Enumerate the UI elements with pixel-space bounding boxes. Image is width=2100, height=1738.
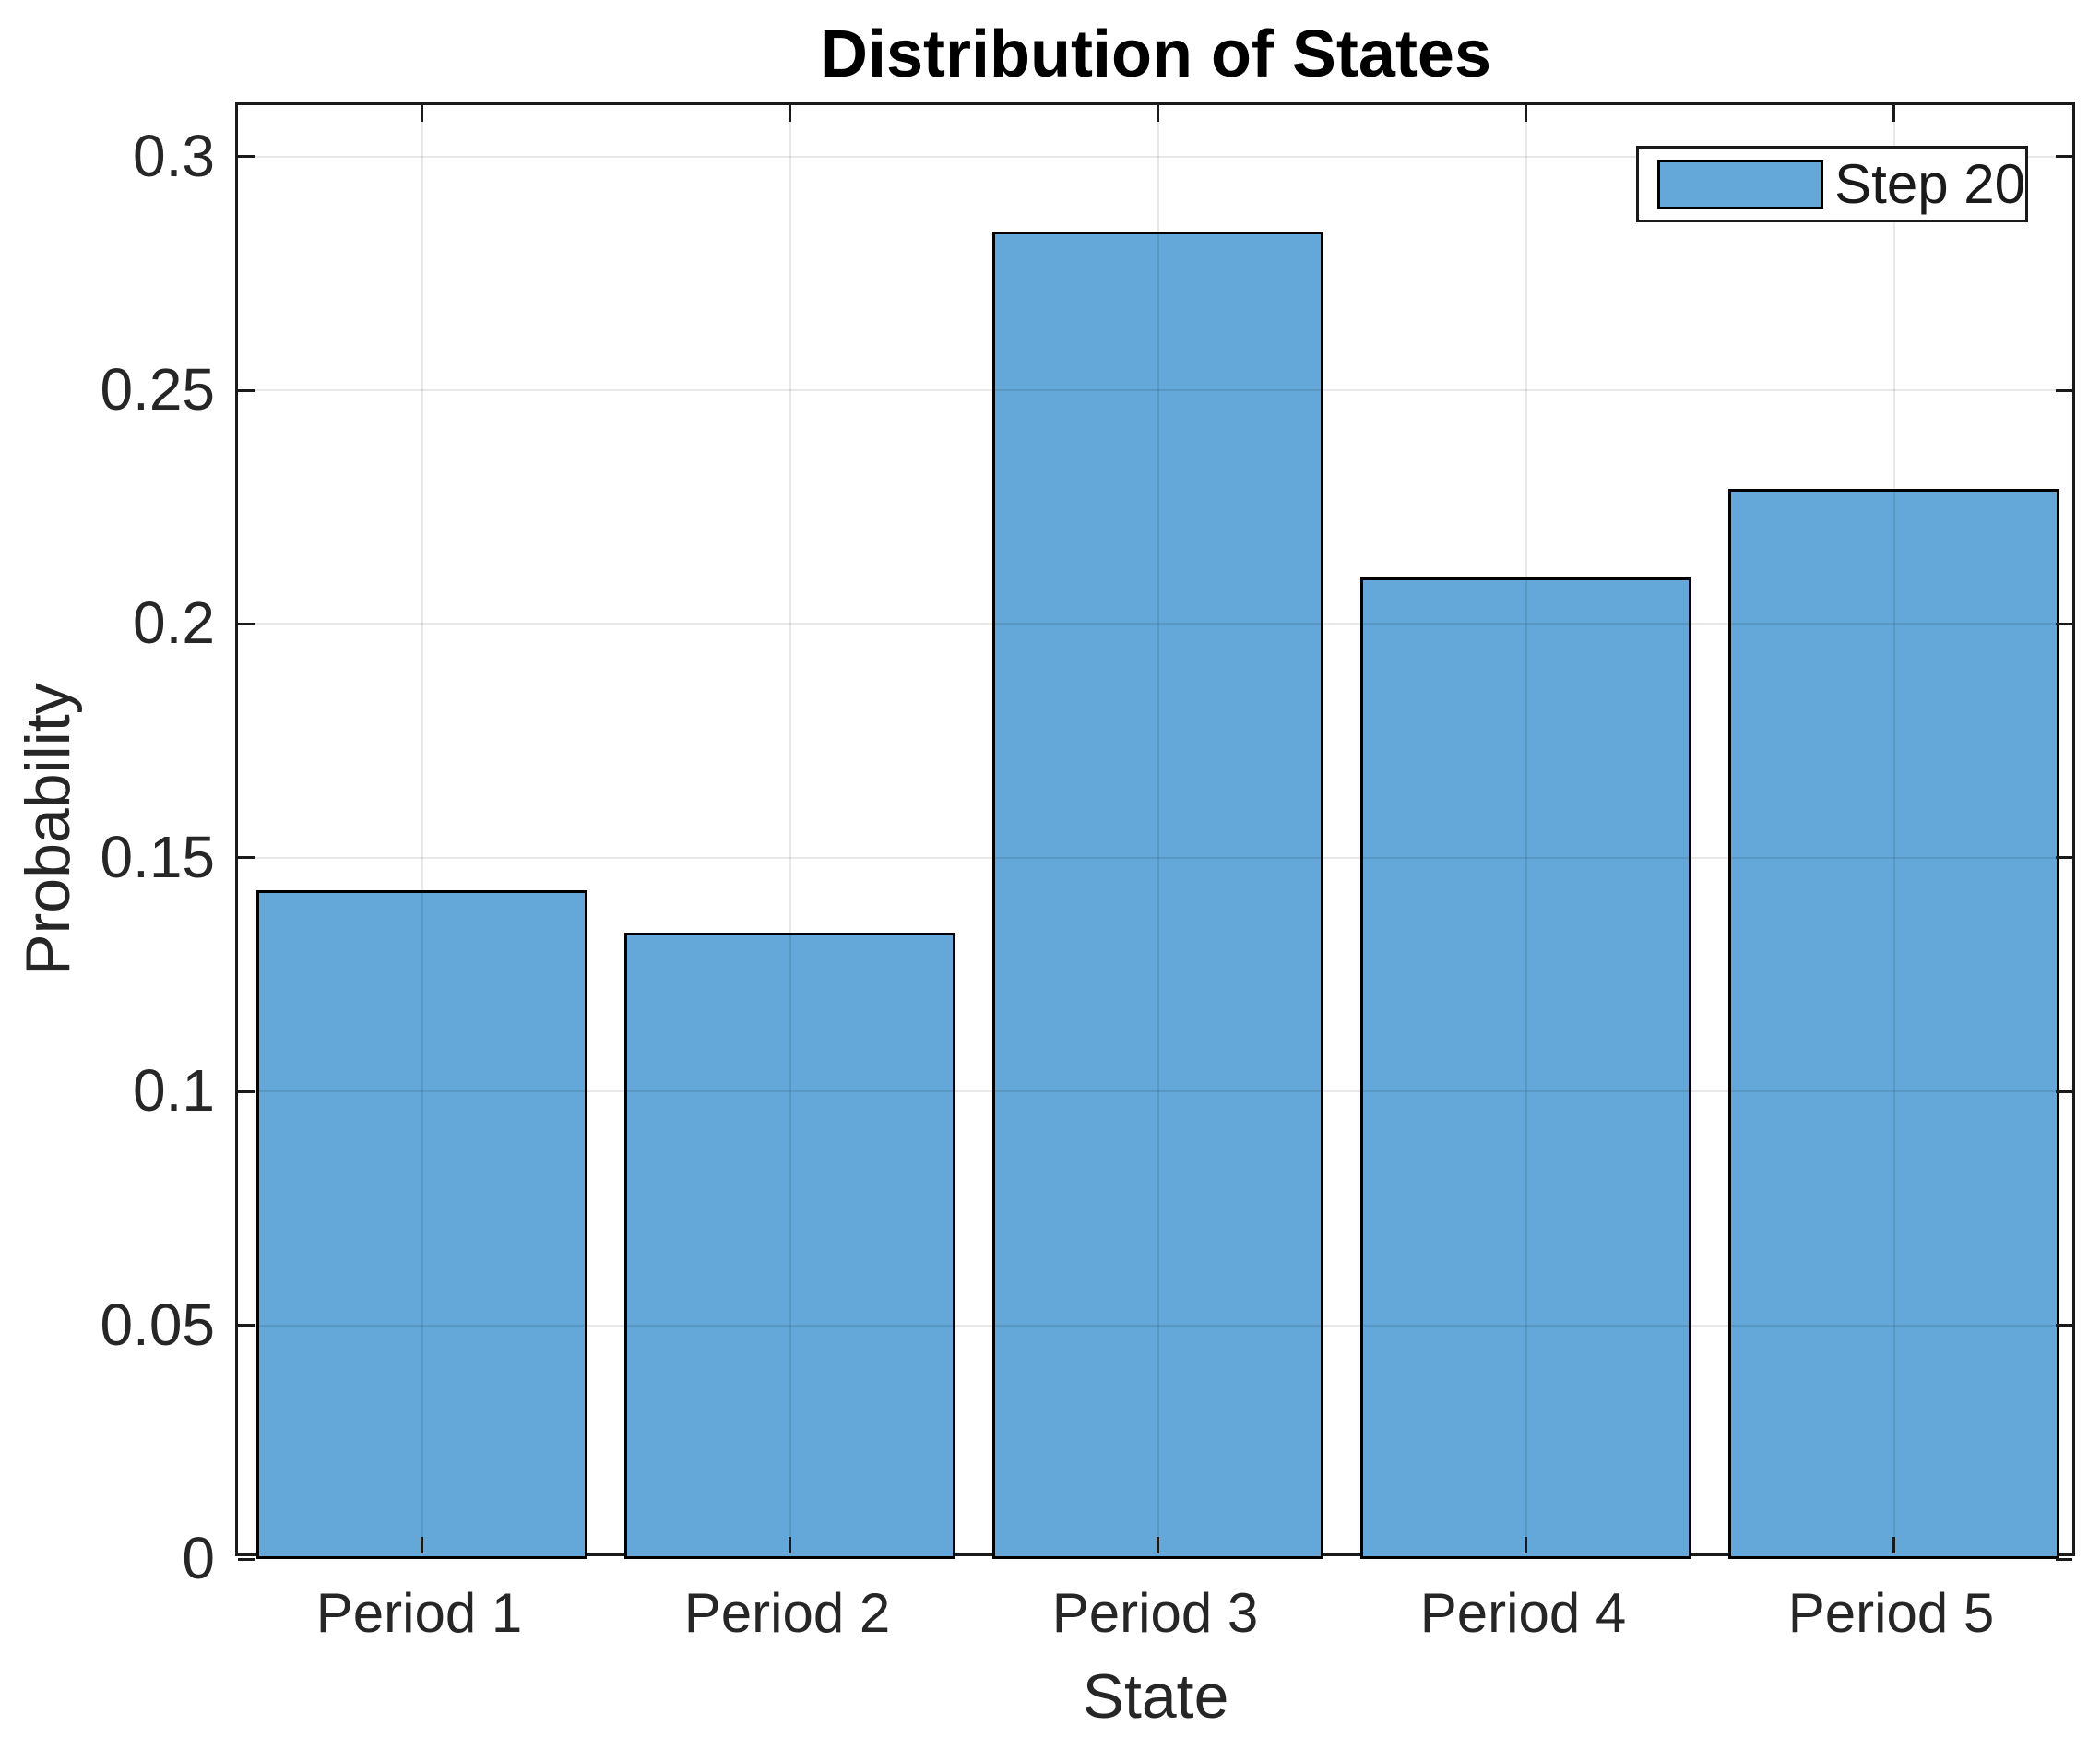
bar-period-1 <box>255 890 588 1559</box>
bar-period-2 <box>623 932 956 1559</box>
h-gridline <box>238 389 2072 392</box>
y-tick-label: 0.25 <box>100 356 215 423</box>
y-tick-mark <box>2056 1324 2072 1327</box>
y-tick-label: 0 <box>182 1525 215 1591</box>
y-tick-label: 0.15 <box>100 823 215 890</box>
chart-title: Distribution of States <box>819 18 1492 91</box>
x-tick-mark <box>1525 1537 1527 1553</box>
y-tick-mark <box>2056 1089 2072 1093</box>
y-tick-label: 0.05 <box>100 1291 215 1358</box>
y-tick-mark <box>2056 1557 2072 1561</box>
x-tick-label: Period 5 <box>1787 1582 1995 1644</box>
y-tick-mark <box>238 1089 255 1093</box>
x-tick-mark <box>1892 1537 1895 1553</box>
y-tick-mark <box>2056 155 2072 159</box>
y-tick-label: 0.3 <box>133 122 215 189</box>
x-axis-label: State <box>1082 1661 1229 1732</box>
legend-swatch-icon <box>1657 159 1824 209</box>
y-tick-mark <box>238 155 255 159</box>
x-tick-mark <box>789 105 791 122</box>
y-tick-mark <box>238 622 255 625</box>
y-tick-mark <box>238 856 255 860</box>
v-gridline <box>1525 105 1527 1553</box>
v-gridline <box>1157 105 1159 1553</box>
x-tick-label: Period 2 <box>683 1582 891 1644</box>
bar-period-3 <box>991 231 1324 1559</box>
x-tick-mark <box>421 1537 423 1553</box>
y-tick-mark <box>2056 622 2072 625</box>
x-tick-mark <box>421 105 423 122</box>
y-tick-label: 0.1 <box>133 1057 215 1125</box>
x-tick-mark <box>1525 105 1527 122</box>
y-tick-mark <box>238 388 255 392</box>
x-tick-label: Period 3 <box>1051 1582 1259 1644</box>
h-gridline <box>238 623 2072 625</box>
y-tick-mark <box>238 1324 255 1327</box>
h-gridline <box>238 856 2072 859</box>
x-tick-label: Period 1 <box>315 1582 523 1644</box>
legend-label: Step 20 <box>1834 153 2025 215</box>
h-gridline <box>238 1090 2072 1093</box>
x-tick-mark <box>1157 105 1159 122</box>
y-tick-mark <box>238 1557 255 1561</box>
x-tick-label: Period 4 <box>1419 1582 1627 1644</box>
bar-period-5 <box>1727 488 2060 1559</box>
h-gridline <box>238 1324 2072 1327</box>
y-tick-label: 0.2 <box>133 589 215 657</box>
y-tick-mark <box>2056 856 2072 860</box>
h-gridline <box>238 155 2072 158</box>
y-tick-mark <box>2056 388 2072 392</box>
x-tick-mark <box>789 1537 791 1553</box>
v-gridline <box>421 105 423 1553</box>
legend: Step 20 <box>1636 146 2028 222</box>
v-gridline <box>1892 105 1895 1553</box>
x-tick-mark <box>1157 1537 1159 1553</box>
plot-area: Step 20 <box>235 102 2075 1561</box>
v-gridline <box>789 105 791 1553</box>
bar-period-4 <box>1359 577 1692 1559</box>
x-tick-mark <box>1892 105 1895 122</box>
